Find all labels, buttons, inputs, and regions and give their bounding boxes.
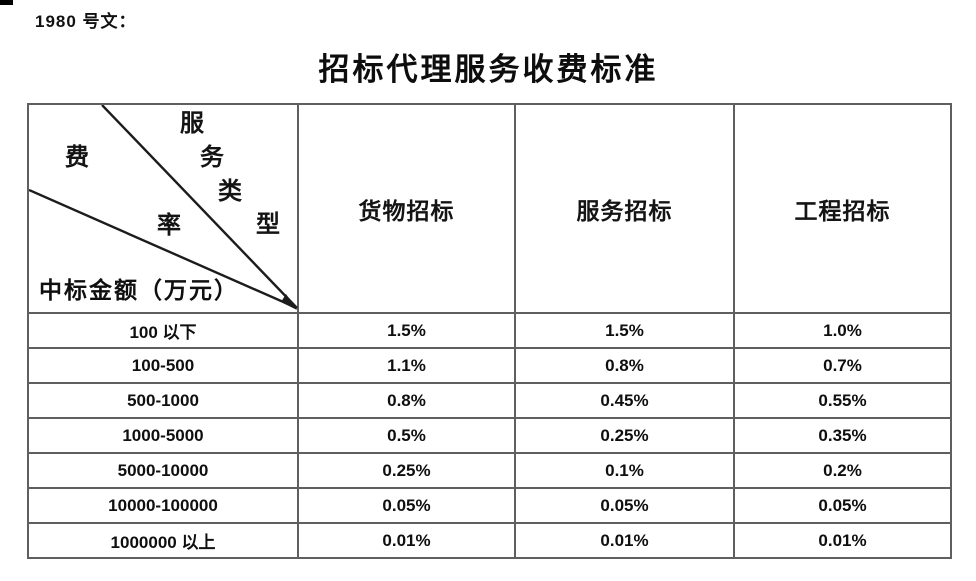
rate-value: 0.25%: [514, 417, 735, 454]
diagonal-arrow-tip: [281, 294, 297, 310]
corner-amount-label: 中标金额（万元）: [39, 277, 239, 304]
row-label: 500-1000: [27, 382, 299, 419]
rate-value: 0.35%: [733, 417, 952, 454]
column-header-goods: 货物招标: [297, 103, 516, 314]
corner-type-char-3: 类: [218, 176, 242, 205]
rate-value: 0.1%: [514, 452, 735, 489]
row-label: 10000-100000: [27, 487, 299, 524]
table-row: 10000-100000 0.05% 0.05% 0.05%: [27, 487, 952, 524]
rate-value: 0.01%: [733, 522, 952, 559]
corner-rate-char-1: 费: [65, 142, 89, 171]
rate-value: 1.1%: [297, 347, 516, 384]
rate-value: 0.25%: [297, 452, 516, 489]
rate-value: 0.2%: [733, 452, 952, 489]
rate-value: 0.8%: [297, 382, 516, 419]
row-label: 1000-5000: [27, 417, 299, 454]
rate-value: 0.05%: [514, 487, 735, 524]
rate-value: 0.01%: [514, 522, 735, 559]
row-label: 5000-10000: [27, 452, 299, 489]
rate-value: 0.05%: [733, 487, 952, 524]
document-reference: 1980 号文：: [35, 12, 137, 31]
table-row: 5000-10000 0.25% 0.1% 0.2%: [27, 452, 952, 489]
column-header-services: 服务招标: [514, 103, 735, 314]
row-label: 100 以下: [27, 312, 299, 349]
row-label: 1000000 以上: [27, 522, 299, 559]
corner-rate-char-2: 率: [157, 210, 181, 239]
fee-standard-table: 服 务 类 型 费 率 中标金额（万元） 货物招标 服务招标 工程招标 100 …: [27, 103, 952, 559]
rate-value: 1.0%: [733, 312, 952, 349]
row-label: 100-500: [27, 347, 299, 384]
table-corner-cell: 服 务 类 型 费 率 中标金额（万元）: [27, 103, 299, 314]
table-row: 100-500 1.1% 0.8% 0.7%: [27, 347, 952, 384]
rate-value: 0.8%: [514, 347, 735, 384]
table-row: 100 以下 1.5% 1.5% 1.0%: [27, 312, 952, 349]
table-header-row: 服 务 类 型 费 率 中标金额（万元） 货物招标 服务招标 工程招标: [27, 103, 952, 314]
page-title: 招标代理服务收费标准: [318, 52, 659, 88]
rate-value: 1.5%: [297, 312, 516, 349]
corner-type-char-2: 务: [200, 142, 224, 171]
rate-value: 0.45%: [514, 382, 735, 419]
table-row: 500-1000 0.8% 0.45% 0.55%: [27, 382, 952, 419]
column-header-engineering: 工程招标: [733, 103, 952, 314]
table-row: 1000000 以上 0.01% 0.01% 0.01%: [27, 522, 952, 559]
rate-value: 1.5%: [514, 312, 735, 349]
rate-value: 0.55%: [733, 382, 952, 419]
corner-type-char-1: 服: [180, 108, 204, 137]
table-row: 1000-5000 0.5% 0.25% 0.35%: [27, 417, 952, 454]
rate-value: 0.5%: [297, 417, 516, 454]
rate-value: 0.05%: [297, 487, 516, 524]
page-corner-mark: [0, 0, 13, 5]
diagonal-divider-lines: [29, 105, 298, 310]
rate-value: 0.01%: [297, 522, 516, 559]
rate-value: 0.7%: [733, 347, 952, 384]
corner-type-char-4: 型: [256, 209, 280, 238]
